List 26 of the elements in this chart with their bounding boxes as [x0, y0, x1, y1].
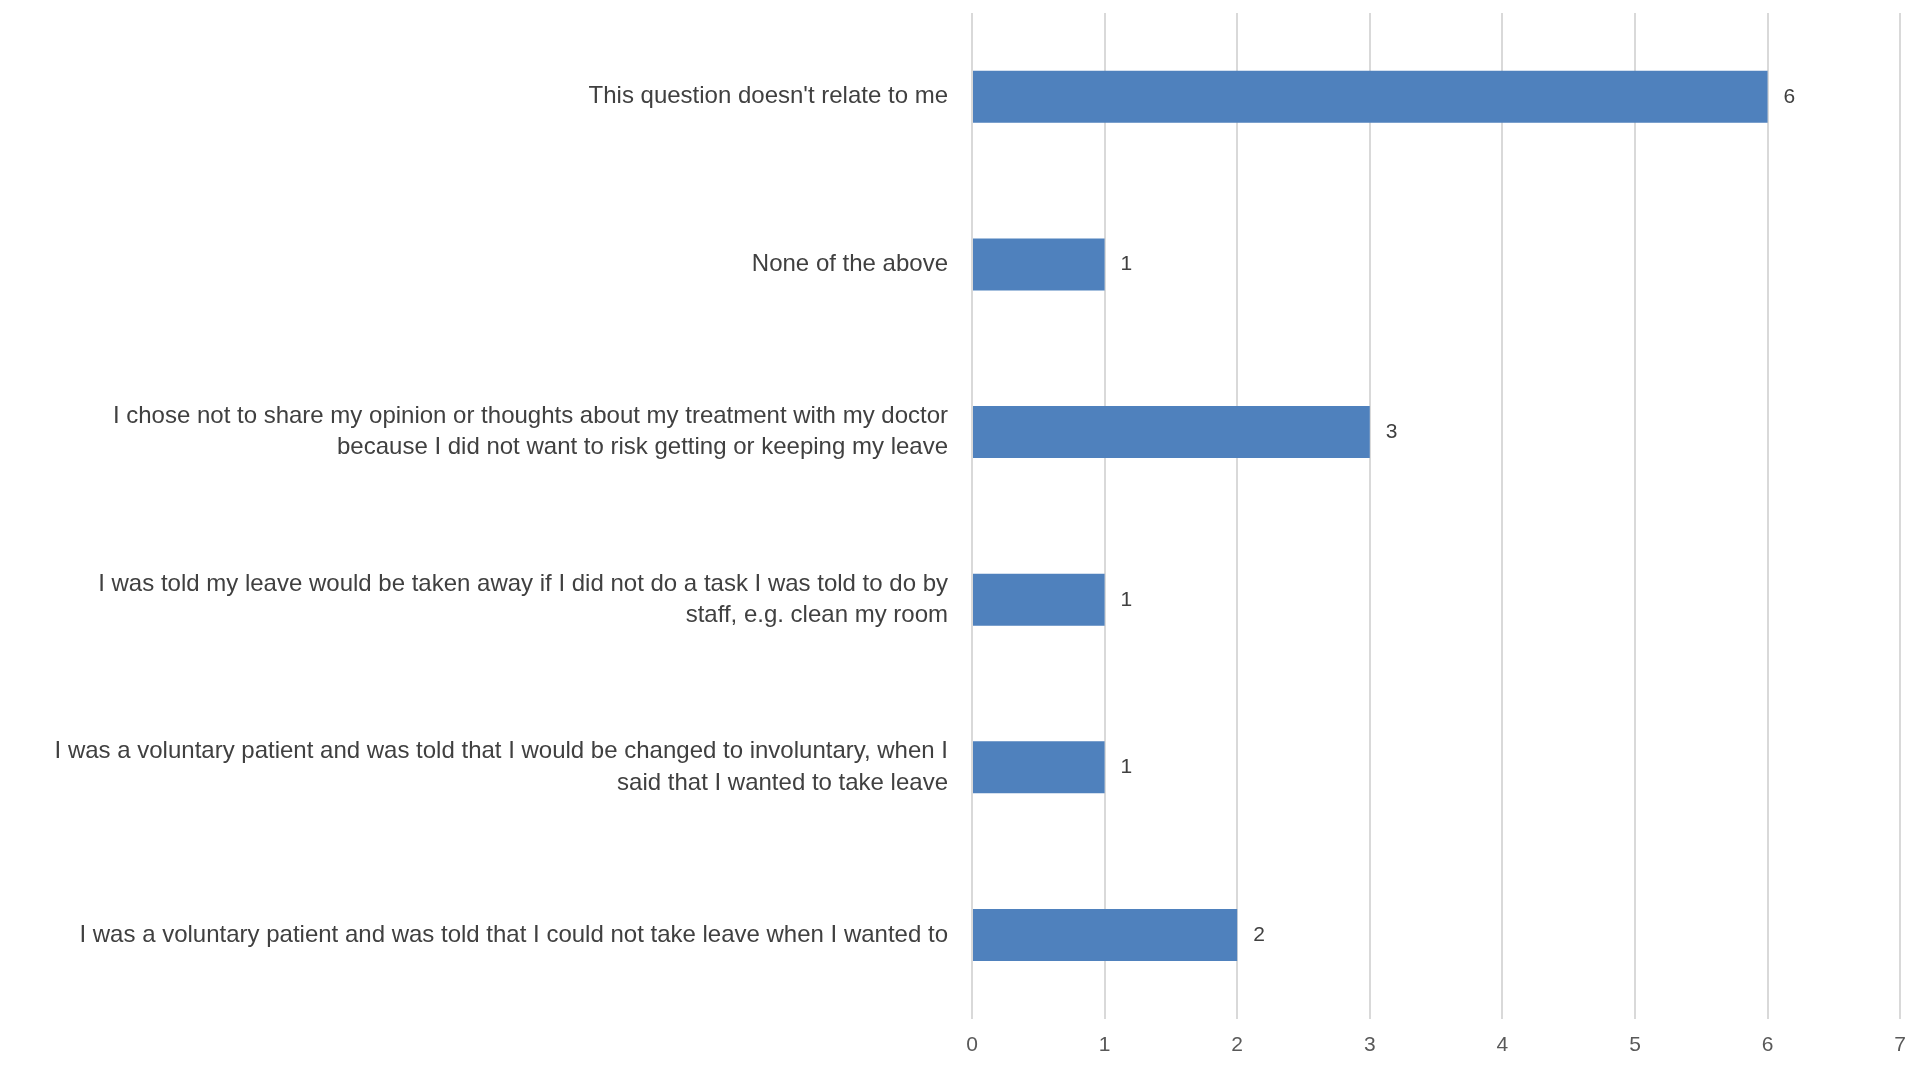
y-tick-label: I was a voluntary patient and was told that I could not take leave when I wanted to: [79, 919, 948, 947]
y-tick-label: I chose not to share my opinion or thoughts about my treatment with my doctor because I did not want to risk getting or keeping my leave: [112, 401, 948, 460]
data-label: 1: [1120, 586, 1133, 610]
data-label: 2: [1253, 921, 1265, 945]
x-tick-label: 1: [1098, 1032, 1111, 1056]
bar: [973, 573, 1105, 626]
data-label: 3: [1385, 418, 1398, 442]
data-label: 1: [1120, 251, 1133, 275]
y-tick-label: I was a voluntary patient and was told that I would be changed to involuntary, when I said that I wanted to take leave: [54, 736, 948, 795]
x-tick-label: 6: [1761, 1032, 1774, 1056]
x-tick-label: 3: [1363, 1032, 1376, 1056]
bar: [973, 406, 1370, 459]
x-tick-label: 5: [1629, 1032, 1641, 1056]
bar: [973, 909, 1238, 961]
y-tick-label: None of the above: [751, 249, 948, 277]
y-tick-label: I was told my leave would be taken away if I did not do a task I was told to do by staff, e.g. clean my room: [98, 568, 948, 627]
data-label: 6: [1783, 83, 1796, 107]
bar: [973, 741, 1105, 794]
bar: [973, 70, 1768, 123]
data-label: 1: [1120, 754, 1133, 778]
x-tick-label: 2: [1231, 1032, 1244, 1056]
bar: [973, 238, 1105, 291]
y-tick-label: This question doesn't relate to me: [588, 81, 948, 109]
x-tick-label: 4: [1496, 1032, 1509, 1056]
x-tick-label: 7: [1894, 1032, 1906, 1056]
x-tick-label: 0: [966, 1032, 978, 1056]
